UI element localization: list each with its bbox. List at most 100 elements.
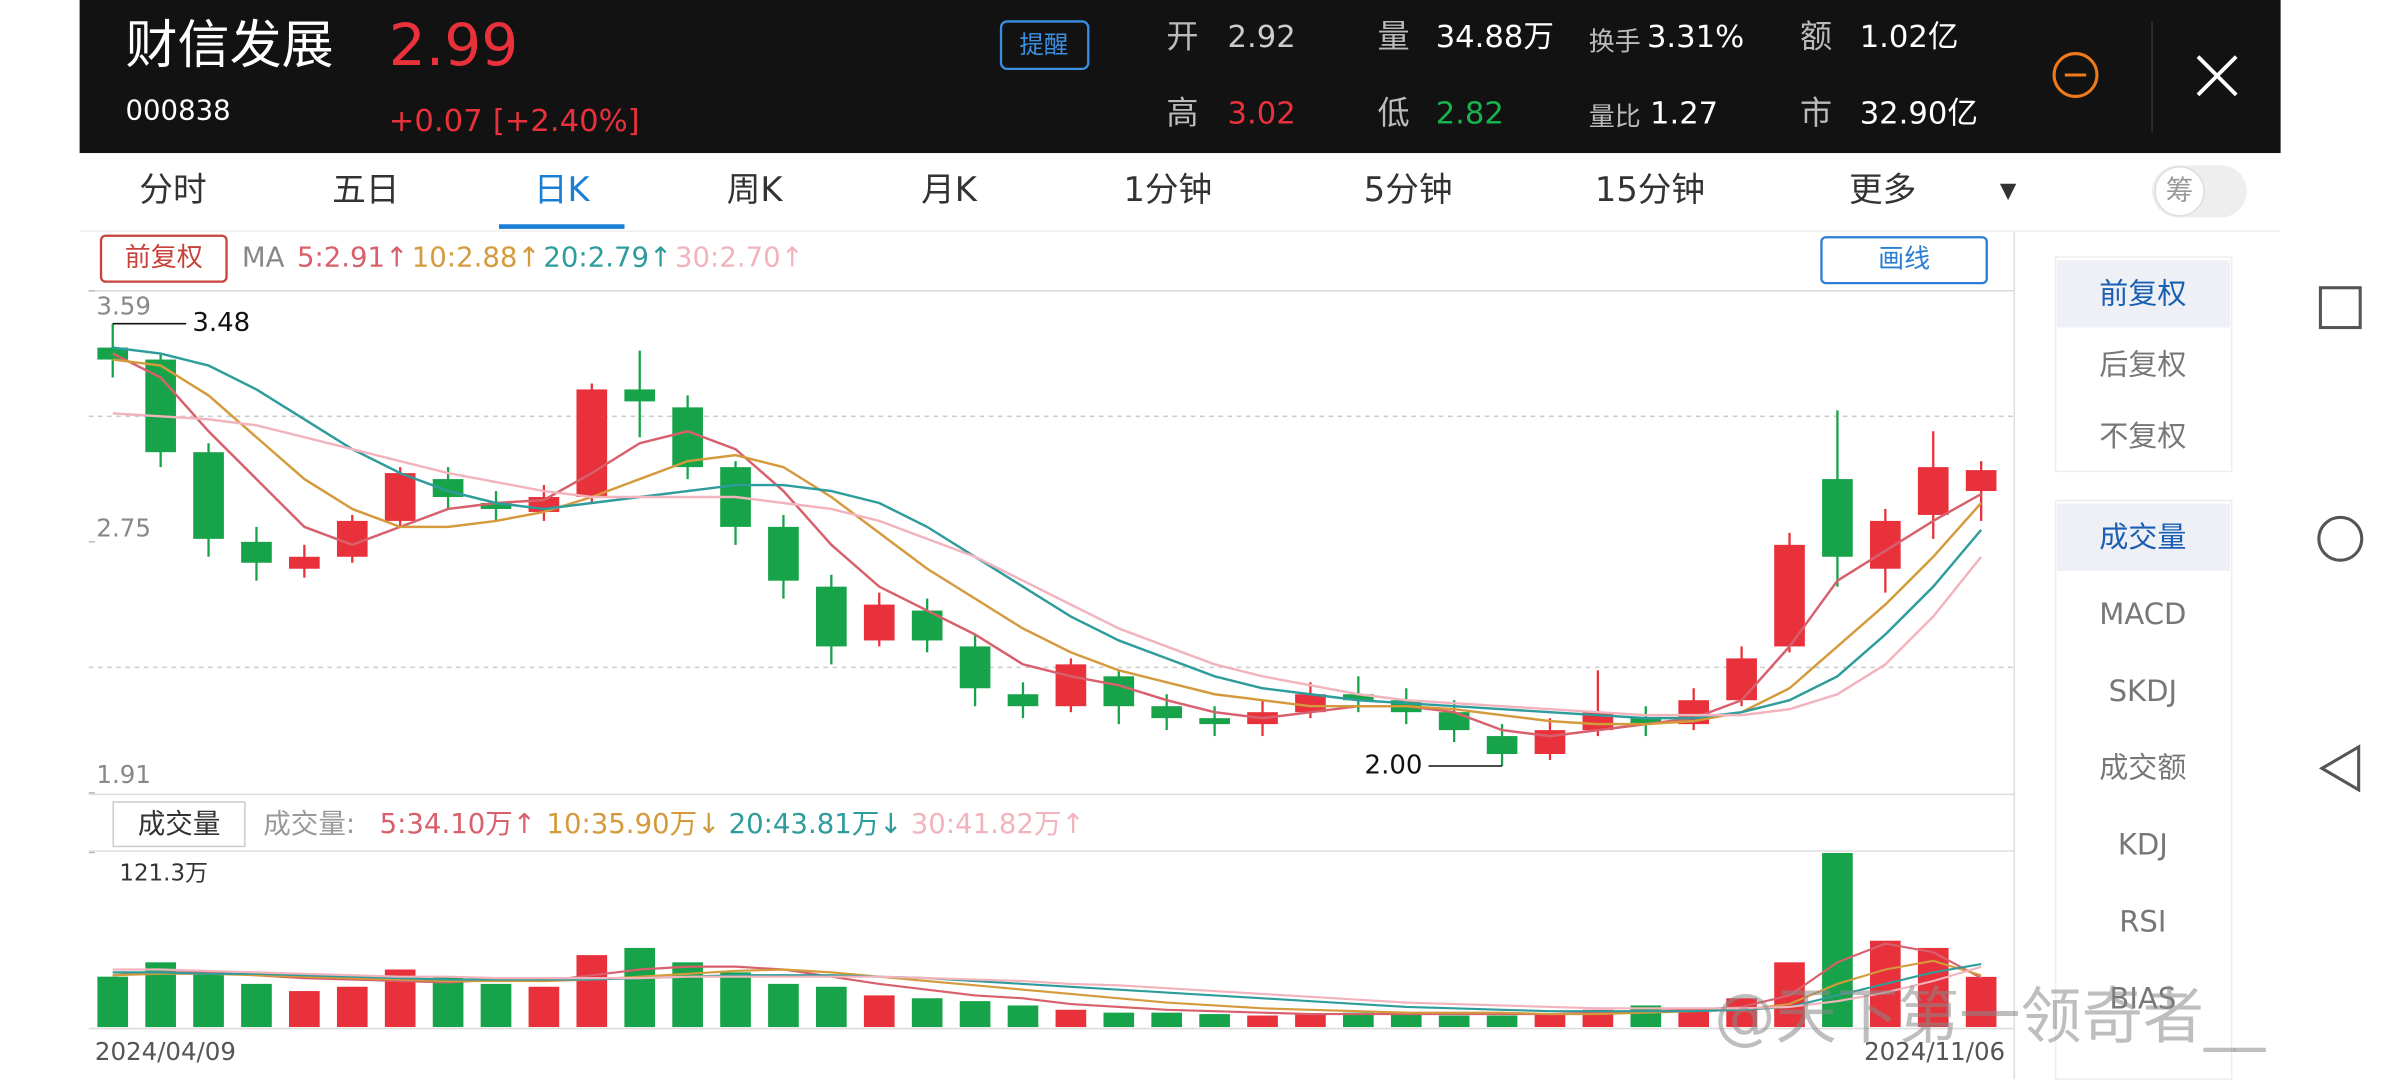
minus-icon[interactable] [2052,52,2099,98]
stat-label: 高 [1166,94,1198,132]
candle-body [1151,706,1183,719]
candle-body [1343,694,1374,701]
stat-value: 1.27 [1650,96,1718,131]
close-icon[interactable] [2196,55,2238,97]
tab[interactable]: 日K [534,170,591,209]
watermark: @天下第一领奇者__ [1714,982,2266,1053]
sidebar-item[interactable]: 前复权 [2099,276,2186,310]
tab[interactable]: 分时 [139,170,206,209]
candle-body [1103,676,1135,707]
y-tick-label: 3.59 [96,292,150,321]
candle-body [624,389,656,402]
change: +0.07 [389,104,483,139]
date-label: 2024/11/06 [1864,1037,2005,1066]
sidebar-item[interactable]: MACD [2099,597,2186,631]
volume-bar [1295,1014,1326,1028]
volume-bar [1486,1015,1518,1028]
indicator-label: MA [242,242,285,274]
sidebar-active [2057,503,2231,571]
price: 2.99 [389,11,519,79]
volume-bar [1534,1014,1566,1028]
legend-item: 30:2.70↑ [675,242,804,274]
sidebar-item[interactable]: 不复权 [2099,419,2186,453]
stat-value: 3.31% [1647,20,1744,55]
stat-value: 32.90亿 [1860,96,1978,131]
legend-item: 5:2.91↑ [297,242,408,274]
candle-body [1295,694,1326,713]
volume-bar [1103,1012,1135,1028]
tab[interactable]: 月K [921,170,978,209]
ma-line [112,352,1982,738]
sidebar-item[interactable]: 成交额 [2099,751,2186,785]
candle-body [1055,664,1087,707]
stat-value: 2.82 [1436,96,1504,131]
candle-body [1007,694,1039,707]
volume-bar [768,983,799,1028]
tab[interactable]: 更多 [1849,170,1916,209]
candle-body [480,502,512,509]
candle-body [576,389,608,498]
candle-body [336,520,368,557]
volume-bar [1151,1012,1183,1028]
annotation: 3.48 [192,308,250,338]
sidebar-item[interactable]: SKDJ [2109,674,2178,708]
plot: 3.59 2.75 1.91 5:2.91↑ 10:2.88↑ 20:2.79↑ 30:2.… [88,242,2015,1028]
tab[interactable]: 15分钟 [1595,170,1705,209]
toggle-knob [2154,166,2205,217]
sidebar-item[interactable]: BIAS [2109,982,2176,1016]
tab[interactable]: 1分钟 [1123,170,1212,209]
volume-bar [911,998,943,1028]
adjust-label: 前复权 [125,243,203,273]
candle-body [1965,470,1997,492]
volume-bar [289,991,320,1028]
header-bg [79,0,2281,154]
volume-bar [1343,1012,1374,1028]
alert-button[interactable] [999,20,1090,71]
draw-button[interactable] [1820,236,1988,285]
nav-back[interactable] [2318,744,2361,793]
stat-value: 34.88万 [1436,20,1554,55]
nav-home[interactable] [2317,515,2364,562]
y-tick-label: 121.3万 [119,860,208,886]
candle-body [768,526,799,581]
stat-label: 换手 [1589,27,1641,57]
ma-line [112,412,1983,717]
volume-bar [97,976,129,1028]
candle-body [816,586,847,647]
y-tick-label: 2.75 [96,514,150,543]
nav-recent[interactable] [2318,286,2362,330]
sidebar-item[interactable]: 后复权 [2099,348,2186,382]
volume-bar [863,995,895,1028]
volume-bar [1438,1015,1470,1028]
candle-body [1630,718,1662,725]
legend-item: 10:2.88↑ [412,242,541,274]
tab[interactable]: 周K [727,170,784,209]
candle-body [1438,712,1470,731]
adjust-button[interactable] [99,234,228,283]
stat-label: 量 [1378,17,1410,55]
ma-line [112,346,1983,720]
stat-label: 低 [1378,94,1410,132]
dropdown-arrow[interactable]: ▼ [2000,178,2017,203]
sidebar-item[interactable]: KDJ [2118,828,2168,862]
candle-body [241,541,272,563]
candle-body [959,646,991,689]
volume-bar [528,986,560,1028]
annotation: 2.00 [1365,750,1423,780]
sidebar-item[interactable]: 成交量 [2099,520,2186,554]
volume-button[interactable] [112,801,246,848]
volume-bar [1007,1005,1039,1028]
sidebar-box [2054,499,2233,1080]
sidebar-item[interactable]: RSI [2119,905,2166,939]
tab[interactable]: 五日 [332,170,399,209]
change-pct: [+2.40%] [493,104,640,139]
candle-body [289,556,320,569]
tab[interactable]: 5分钟 [1364,170,1453,209]
legend-item: 5:34.10万↑ [380,808,536,840]
date-label: 2024/04/09 [95,1037,236,1066]
legend-item: 20:2.79↑ [543,242,672,274]
candle-body [1822,479,1853,557]
candle-body [672,407,703,468]
